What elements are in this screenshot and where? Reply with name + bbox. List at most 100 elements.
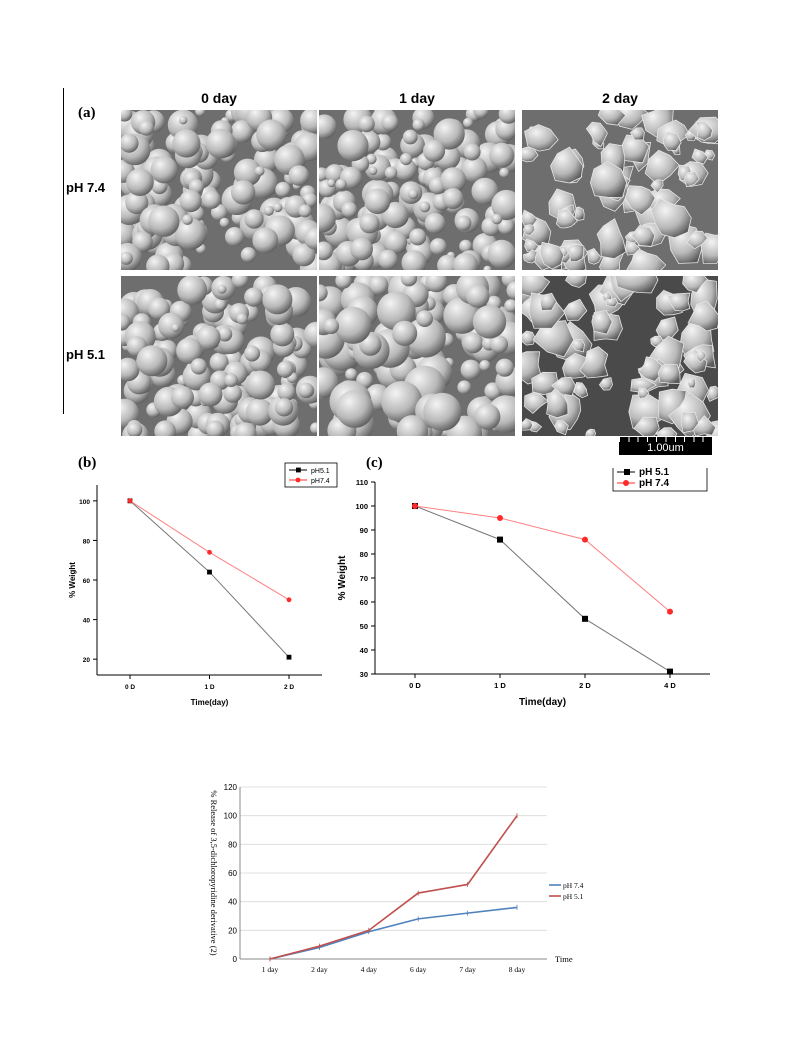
sem-sphere: [252, 227, 279, 254]
sem-sphere: [319, 284, 328, 302]
y-tick-label: 120: [224, 783, 238, 792]
sem-sphere: [378, 249, 398, 270]
sem-particle: [573, 381, 589, 399]
sem-sphere: [384, 230, 408, 254]
sem-sphere: [319, 203, 336, 233]
chart-release: 0 20 40 60 80 100 120 1 day 2 day 4 day 6 day 7 day…: [200, 775, 600, 985]
legend: pH 5.1pH 7.4: [612, 468, 708, 492]
sem-sphere: [150, 156, 178, 184]
sem-particle: [687, 377, 697, 389]
sem-sphere: [263, 205, 274, 216]
sem-sphere: [337, 130, 369, 162]
y-tick-label: 90: [360, 526, 368, 535]
x-axis-label: Time(day): [519, 697, 566, 708]
sem-sphere: [325, 164, 345, 184]
data-point: [207, 549, 212, 555]
sem-sphere: [466, 284, 490, 308]
sem-particle: [522, 224, 536, 236]
sem-sphere: [270, 322, 295, 347]
sem-sphere: [206, 420, 225, 436]
sem-sphere: [498, 218, 514, 235]
sem-particle: [657, 363, 681, 384]
data-point: [412, 503, 418, 509]
data-point: [582, 536, 588, 543]
y-tick-label: 80: [360, 550, 368, 559]
sem-sphere: [244, 209, 264, 229]
sem-sphere: [217, 284, 227, 294]
sem-particle: [680, 411, 699, 434]
sem-sphere: [231, 276, 249, 288]
sem-sphere: [182, 214, 193, 225]
sem-sphere: [364, 188, 391, 215]
sem-sphere: [196, 325, 221, 350]
data-point: [286, 597, 292, 603]
sem-sphere: [246, 398, 274, 426]
data-point: [582, 615, 588, 622]
sem-sphere: [288, 165, 310, 186]
sem-sphere: [254, 166, 265, 176]
sem-sphere: [275, 181, 291, 198]
x-tick-label: 1 day: [262, 965, 279, 974]
sem-sphere: [121, 133, 139, 153]
sem-particle: [633, 416, 660, 436]
chart-area: [200, 775, 600, 985]
scale-bar-ticks: [619, 437, 712, 442]
sem-sphere: [495, 358, 514, 377]
x-tick-label: 8 day: [509, 965, 526, 974]
sem-particle: [650, 179, 664, 194]
sem-particle: [682, 276, 708, 293]
sem-sphere: [230, 120, 254, 143]
sem-sphere: [341, 201, 358, 218]
sem-sphere: [292, 243, 316, 267]
legend-box: [612, 468, 708, 492]
sem-sphere: [171, 386, 194, 409]
y-tick-label: 60: [228, 869, 237, 878]
sem-particle: [524, 124, 559, 152]
sem-particle: [522, 418, 534, 431]
sem-sphere: [277, 382, 296, 401]
sem-particle: [624, 185, 656, 216]
sem-sphere: [254, 146, 280, 173]
sem-image-ph51-day1: [319, 276, 515, 436]
sem-sphere: [277, 361, 294, 378]
sem-sphere: [442, 188, 464, 209]
sem-sphere: [172, 129, 201, 158]
data-point: [667, 608, 673, 615]
sem-sphere: [195, 110, 206, 117]
sem-sphere: [304, 227, 317, 250]
sem-particle: [585, 121, 608, 148]
sem-sphere: [177, 276, 208, 305]
sem-sphere: [358, 115, 375, 133]
sem-sphere: [190, 358, 207, 375]
sem-sphere: [425, 276, 448, 293]
row-header-ph-5-1: pH 5.1: [66, 347, 106, 362]
sem-sphere: [440, 167, 466, 193]
sem-sphere: [461, 156, 488, 183]
sem-particle: [550, 146, 584, 184]
sem-particle: [644, 149, 680, 186]
sem-sphere: [214, 298, 227, 311]
sem-sphere: [246, 370, 275, 400]
sem-particle: [614, 276, 659, 294]
sem-sphere: [416, 310, 433, 327]
x-tick-label: 1 D: [204, 684, 214, 691]
panel-b-label: (b): [78, 455, 97, 471]
scale-bar: 1.00um: [619, 437, 712, 455]
sem-sphere: [456, 215, 472, 231]
sem-sphere: [202, 190, 221, 209]
legend-marker: [624, 469, 630, 475]
sem-sphere: [473, 110, 489, 119]
legend-label: pH 7.4: [639, 478, 669, 489]
legend-label: pH 7.4: [563, 881, 584, 890]
sem-particle: [579, 346, 609, 379]
y-tick-label: 100: [224, 812, 238, 821]
sem-particle: [556, 208, 578, 229]
sem-sphere: [298, 382, 314, 399]
legend-label: pH 5.1: [563, 892, 584, 901]
sem-sphere: [136, 345, 168, 377]
sem-particle: [667, 292, 691, 312]
y-tick-label: 30: [360, 670, 368, 679]
sem-sphere: [359, 213, 380, 234]
y-tick-label: 110: [356, 478, 368, 487]
x-tick-label: 1 D: [494, 681, 506, 690]
